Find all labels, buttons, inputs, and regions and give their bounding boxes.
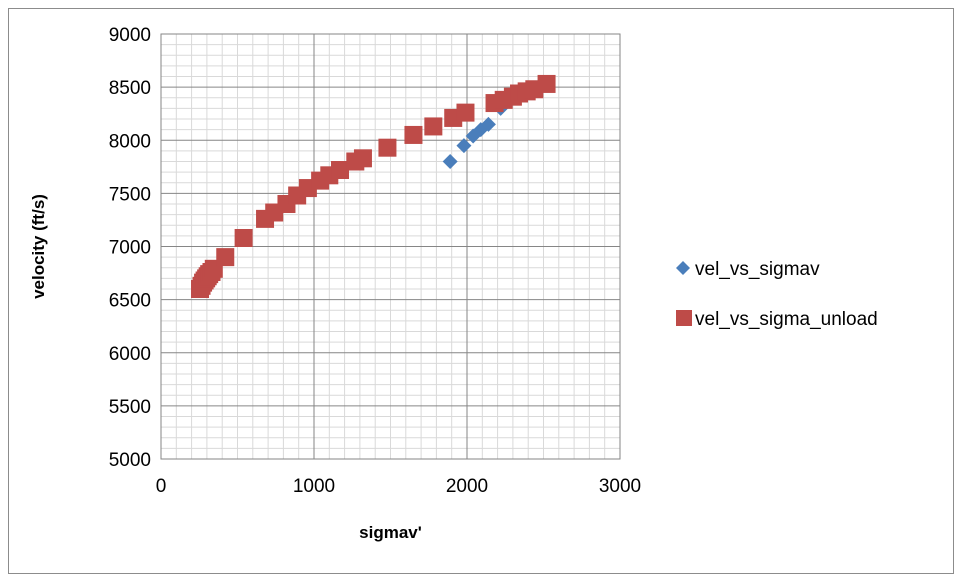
x-axis-tick-labels: 0 1000 2000 3000: [156, 476, 641, 497]
legend-item-vel-vs-sigma-unload: vel_vs_sigma_unload: [676, 309, 878, 330]
y-tick-label: 9000: [109, 25, 151, 46]
data-point-square: [404, 125, 423, 144]
data-point-diamond: [456, 138, 472, 154]
y-tick-label: 7500: [109, 184, 151, 205]
legend-diamond-marker: [676, 261, 690, 275]
data-point-square: [537, 74, 556, 93]
data-point-square: [456, 103, 475, 122]
plot-area-border: [160, 33, 621, 460]
y-tick-label: 5500: [109, 397, 151, 418]
data-point-square: [234, 229, 253, 247]
legend-label-vel-vs-sigma-unload: vel_vs_sigma_unload: [695, 309, 878, 330]
y-tick-label: 6500: [109, 291, 151, 312]
series-vel-vs-sigma-unload: [191, 74, 556, 298]
y-axis-title: velocity (ft/s): [29, 194, 48, 299]
data-point-diamond: [442, 154, 458, 169]
data-point-square: [424, 117, 443, 136]
legend-square-marker: [676, 310, 692, 326]
y-tick-label: 8500: [109, 78, 151, 99]
y-axis-tick-labels: 5000 5500 6000 6500 7000 7500 8000 8500 9000: [109, 25, 151, 471]
data-point-square: [378, 138, 397, 157]
legend: vel_vs_sigmav vel_vs_sigma_unload: [676, 259, 878, 330]
legend-label-vel-vs-sigmav: vel_vs_sigmav: [695, 259, 820, 280]
data-point-diamond: [480, 116, 496, 132]
x-tick-label: 1000: [293, 476, 335, 497]
series-vel-vs-sigmav: [442, 100, 509, 169]
y-tick-label: 7000: [109, 238, 151, 259]
x-tick-label: 2000: [446, 476, 488, 497]
data-point-square: [353, 149, 372, 168]
x-tick-label: 3000: [599, 476, 641, 497]
chart-area: [8, 8, 954, 574]
y-tick-label: 8000: [109, 131, 151, 152]
y-tick-label: 6000: [109, 344, 151, 365]
x-tick-label: 0: [156, 476, 167, 497]
y-tick-label: 5000: [109, 450, 151, 471]
data-point-square: [331, 161, 350, 179]
legend-item-vel-vs-sigmav: vel_vs_sigmav: [676, 259, 820, 280]
data-point-square: [216, 248, 235, 267]
data-series: [191, 74, 556, 298]
x-axis-title: sigmav': [359, 523, 422, 542]
